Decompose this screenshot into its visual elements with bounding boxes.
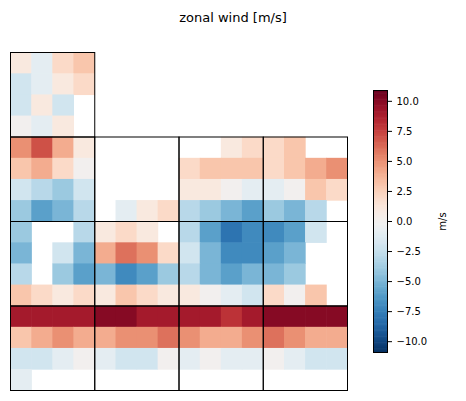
svg-text:10.0: 10.0: [397, 96, 419, 107]
html-text:zonal wind [m/s]: zonal wind [m/s]: [179, 10, 287, 25]
svg-text:−10.0: −10.0: [397, 336, 428, 347]
svg-text:m/s: m/s: [437, 212, 448, 230]
svg-text:0.0: 0.0: [397, 216, 413, 227]
svg-text:−7.5: −7.5: [397, 306, 421, 317]
svg-text:−2.5: −2.5: [397, 246, 421, 257]
svg-text:7.5: 7.5: [397, 126, 413, 137]
svg-text:−5.0: −5.0: [397, 276, 421, 287]
svg-text:5.0: 5.0: [397, 156, 413, 167]
svg-text:2.5: 2.5: [397, 186, 413, 197]
